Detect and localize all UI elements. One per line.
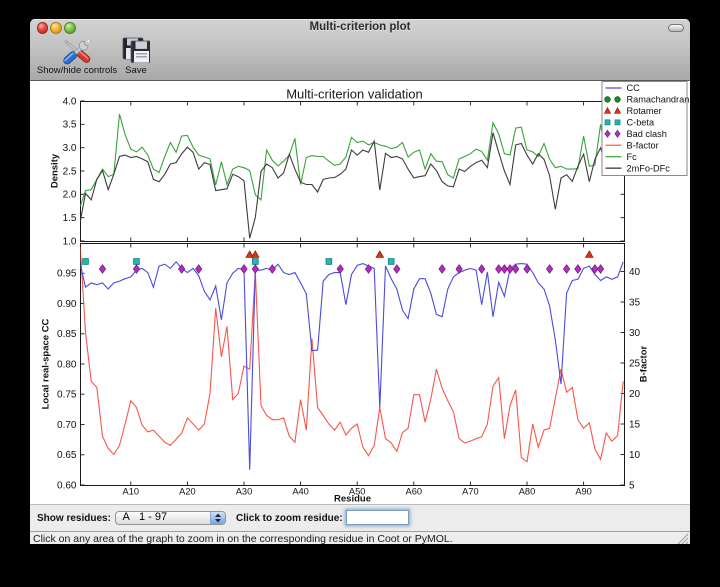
svg-text:15: 15 — [629, 419, 641, 430]
svg-text:1.5: 1.5 — [63, 213, 77, 224]
svg-text:0.90: 0.90 — [57, 299, 77, 310]
svg-text:A50: A50 — [349, 487, 366, 497]
svg-text:C-beta: C-beta — [627, 118, 655, 128]
svg-text:A40: A40 — [292, 487, 309, 497]
svg-text:A30: A30 — [236, 487, 253, 497]
svg-text:2.5: 2.5 — [63, 166, 77, 177]
svg-text:Residue: Residue — [334, 494, 371, 505]
svg-text:B-factor: B-factor — [627, 140, 659, 150]
svg-text:40: 40 — [629, 267, 641, 278]
svg-text:A70: A70 — [462, 487, 479, 497]
svg-text:20: 20 — [629, 389, 641, 400]
svg-text:0.75: 0.75 — [57, 390, 77, 401]
svg-text:A90: A90 — [575, 487, 592, 497]
svg-text:1.0: 1.0 — [63, 236, 77, 247]
svg-text:35: 35 — [629, 297, 641, 308]
svg-text:Local real-space CC: Local real-space CC — [41, 318, 52, 409]
svg-text:2mFo-DFc: 2mFo-DFc — [627, 163, 671, 173]
svg-text:3.0: 3.0 — [63, 143, 77, 154]
svg-text:A20: A20 — [179, 487, 196, 497]
svg-text:CC: CC — [627, 83, 641, 93]
svg-text:Fc: Fc — [627, 152, 638, 162]
svg-text:0.60: 0.60 — [57, 480, 77, 491]
svg-text:2.0: 2.0 — [63, 190, 77, 201]
svg-text:Density: Density — [50, 153, 61, 188]
svg-text:0.80: 0.80 — [57, 359, 77, 370]
svg-text:A10: A10 — [123, 487, 140, 497]
svg-text:30: 30 — [629, 328, 641, 339]
svg-text:Bad clash: Bad clash — [627, 129, 667, 139]
svg-text:Ramachandran: Ramachandran — [627, 95, 690, 105]
svg-text:B-factor: B-factor — [639, 345, 650, 382]
svg-text:4.0: 4.0 — [63, 96, 77, 107]
svg-text:A80: A80 — [519, 487, 536, 497]
svg-text:0.65: 0.65 — [57, 450, 77, 461]
svg-text:3.5: 3.5 — [63, 120, 77, 131]
svg-text:0.70: 0.70 — [57, 420, 77, 431]
svg-text:10: 10 — [629, 450, 641, 461]
svg-text:Multi-criterion validation: Multi-criterion validation — [286, 87, 423, 102]
svg-text:25: 25 — [629, 358, 641, 369]
svg-text:5: 5 — [629, 480, 635, 491]
svg-text:0.85: 0.85 — [57, 329, 77, 340]
svg-text:0.95: 0.95 — [57, 269, 77, 280]
svg-text:Rotamer: Rotamer — [627, 106, 662, 116]
svg-text:A60: A60 — [406, 487, 423, 497]
